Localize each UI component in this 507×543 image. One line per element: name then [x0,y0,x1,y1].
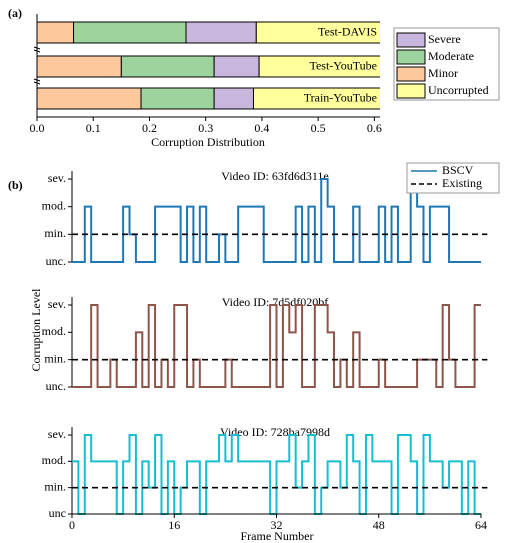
axis-break [33,49,41,53]
axis-break [33,78,41,82]
legend-swatch [396,49,426,65]
axis-break [33,81,41,85]
y-tick-label: sev. [48,297,66,311]
y-tick-label: sev. [48,427,66,441]
legend-label: BSCV [442,163,474,177]
bar-segment [37,21,75,44]
bar-segment [185,21,257,44]
x-tick-label: 16 [168,518,180,532]
legend-swatch [396,83,426,99]
bar-segment [37,87,142,110]
bar-segment [255,21,380,44]
panel-label: (a) [8,6,22,20]
y-tick-label: mod. [42,324,66,338]
legend-label: Existing [442,176,482,190]
category-label: Test-DAVIS [318,24,377,38]
y-tick-label: unc [49,506,66,520]
bar-segment [258,55,380,78]
category-label: Train-YouTube [304,90,377,104]
bar-segment [37,55,122,78]
subplot-title: Video ID: 63fd6d311e [221,169,328,183]
legend-label: Minor [428,66,458,80]
x-tick-label: 0.5 [311,121,326,135]
subplot-title: Video ID: 7d5df020bf [222,295,329,309]
legend-label: Moderate [428,49,474,63]
x-tick-label: 0.0 [30,121,45,135]
y-tick-label: mod. [42,198,66,212]
legend-label: Uncorrupted [428,83,489,97]
category-label: Test-YouTube [309,58,377,72]
bscv-line [72,304,481,388]
bscv-line [72,434,481,515]
bar-segment [73,21,187,44]
bars [37,21,380,110]
x-tick-label: 64 [475,518,487,532]
bar-segment [213,55,260,78]
x-tick-label: 0.4 [254,121,269,135]
y-tick-label: min. [44,479,66,493]
x-tick-label: 0 [69,518,75,532]
y-tick-label: mod. [42,453,66,467]
y-tick-label: sev. [48,171,66,185]
y-tick-label: min. [44,226,66,240]
bscv-line [72,178,481,263]
bar-segment [140,87,215,110]
y-tick-label: unc. [46,254,66,268]
x-tick-label: 0.3 [198,121,213,135]
x-tick-label: 48 [373,518,385,532]
bar-segment [120,55,215,78]
x-axis-label: Corruption Distribution [151,135,265,149]
x-axis-label: Frame Number [241,529,314,543]
legend-box [406,162,500,194]
panel-label: (b) [8,178,23,192]
legend-label: Severe [428,32,461,46]
y-axis-label: Corruption Level [29,288,43,372]
bar-segment [213,87,254,110]
axis-break [33,46,41,50]
x-tick-label: 0.6 [367,121,382,135]
y-tick-label: unc. [46,379,66,393]
y-tick-label: min. [44,351,66,365]
legend-swatch [396,66,426,82]
x-tick-label: 0.2 [142,121,157,135]
x-tick-label: 32 [271,518,283,532]
subplot-title: Video ID: 728ba7998d [220,425,330,439]
x-tick-label: 0.1 [86,121,101,135]
legend-swatch [396,32,426,48]
bar-segment [252,87,380,110]
